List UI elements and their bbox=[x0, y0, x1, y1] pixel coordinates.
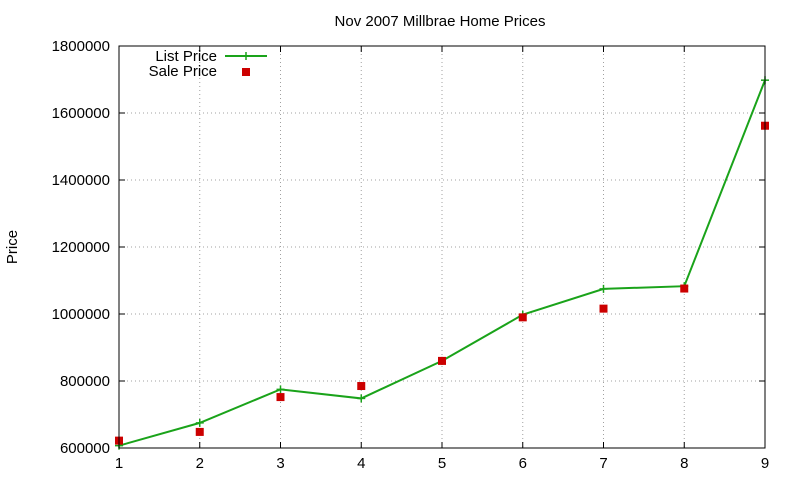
sale-price-point bbox=[680, 284, 689, 293]
y-tick-label: 1400000 bbox=[52, 172, 110, 189]
legend-symbol-sale-price bbox=[242, 68, 250, 76]
list-price-point bbox=[357, 394, 366, 403]
y-axis-label: Price bbox=[4, 230, 21, 264]
chart-title: Nov 2007 Millbrae Home Prices bbox=[335, 13, 546, 30]
list-price-point bbox=[599, 284, 608, 293]
sale-price-point bbox=[518, 313, 527, 322]
sale-price-point bbox=[357, 382, 366, 391]
legend-marker-list-price bbox=[242, 52, 250, 60]
x-tick-label: 3 bbox=[276, 455, 284, 472]
sale-price-point bbox=[438, 356, 446, 365]
legend-marker-sale-price bbox=[242, 68, 250, 76]
x-tick-label: 1 bbox=[115, 455, 123, 472]
sale-price-point bbox=[276, 393, 285, 402]
y-tick-label: 1600000 bbox=[52, 105, 110, 122]
legend: List Price Sale Price bbox=[149, 48, 267, 80]
x-tick-label: 5 bbox=[438, 455, 446, 472]
axis-ticks: 1 2 3 4 5 6 7 8 9 600000 800000 1000000 1200000 14000… bbox=[52, 38, 770, 472]
x-tick-label: 4 bbox=[357, 455, 365, 472]
x-tick-label: 8 bbox=[680, 455, 688, 472]
list-price-point bbox=[276, 385, 285, 394]
list-price-point bbox=[195, 418, 204, 427]
plot-frame bbox=[118, 45, 766, 449]
x-tick-label: 2 bbox=[196, 455, 204, 472]
y-tick-label: 1200000 bbox=[52, 239, 110, 256]
y-tick-label: 1000000 bbox=[52, 306, 110, 323]
y-tick-label: 1800000 bbox=[52, 38, 110, 55]
legend-label-list-price: List Price bbox=[155, 48, 217, 65]
legend-symbol-list-price bbox=[225, 52, 267, 60]
y-tick-label: 600000 bbox=[60, 440, 110, 457]
x-tick-label: 7 bbox=[599, 455, 607, 472]
sale-price-point bbox=[599, 304, 608, 313]
y-tick-label: 800000 bbox=[60, 373, 110, 390]
x-tick-label: 9 bbox=[761, 455, 769, 472]
grid-lines bbox=[119, 46, 765, 448]
legend-label-sale-price: Sale Price bbox=[149, 63, 217, 80]
sale-price-point bbox=[195, 427, 204, 436]
x-tick-label: 6 bbox=[519, 455, 527, 472]
